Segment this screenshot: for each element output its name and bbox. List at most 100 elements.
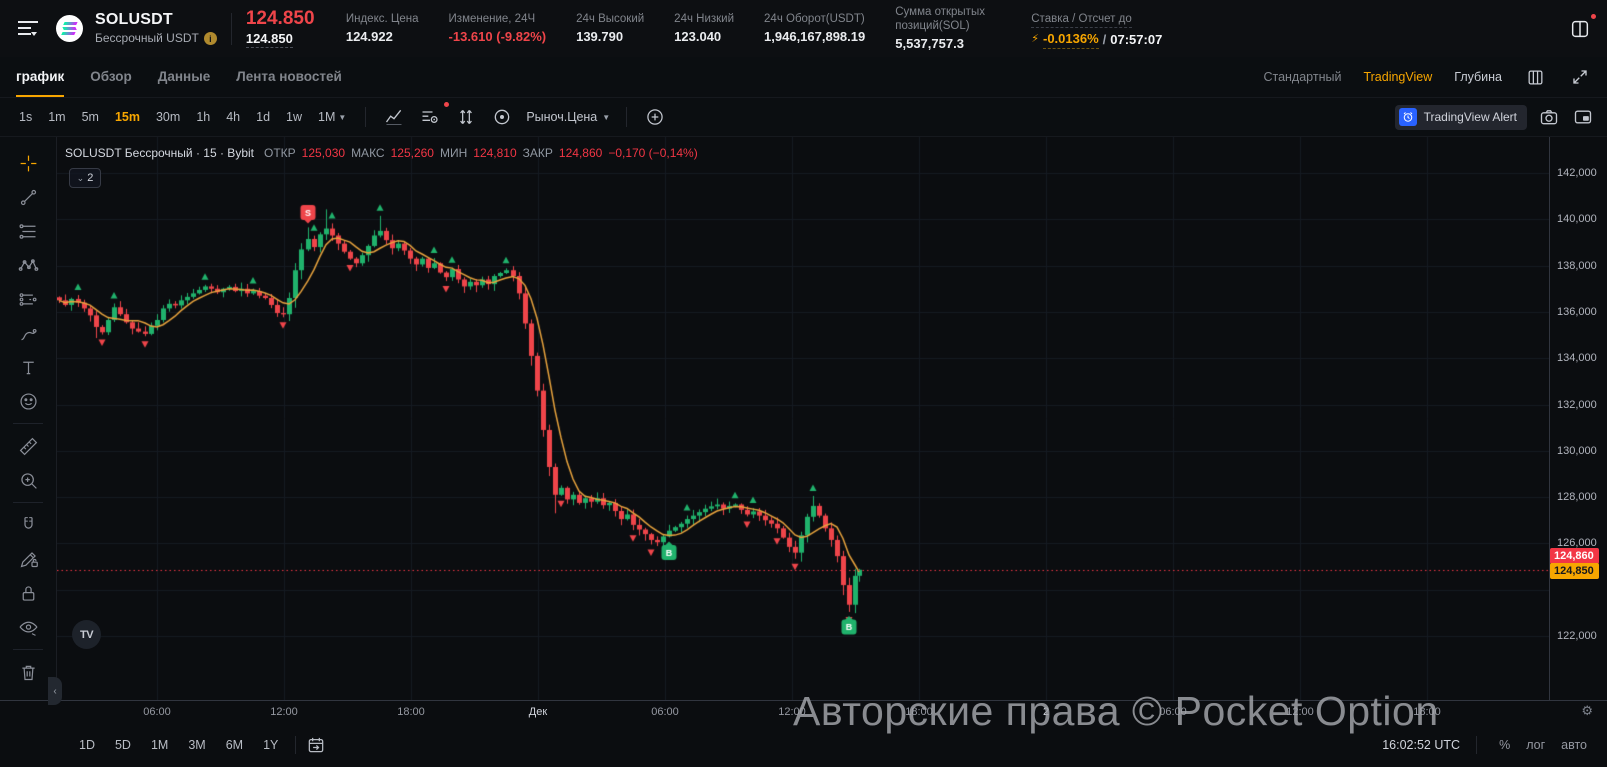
gear-icon[interactable]: ⚙: [1581, 703, 1593, 718]
toolbar-collapse-handle[interactable]: ‹: [48, 677, 62, 705]
camera-icon: [1540, 110, 1558, 125]
interval-4h[interactable]: 4h: [226, 110, 241, 124]
funding-label[interactable]: Ставка / Отсчет до: [1031, 12, 1132, 29]
goto-date-button[interactable]: [304, 733, 328, 757]
range-1M[interactable]: 1M: [150, 738, 169, 752]
time-tick: 18:00: [397, 706, 425, 718]
screenshot-button[interactable]: [1537, 105, 1561, 129]
position-tool-icon: [19, 292, 37, 306]
view-link-Стандартный[interactable]: Стандартный: [1263, 70, 1342, 84]
interval-1d[interactable]: 1d: [256, 110, 271, 124]
header-stats: Индекс. Цена 124.922 Изменение, 24Ч -13.610…: [346, 5, 1017, 53]
range-3M[interactable]: 3M: [188, 738, 206, 752]
fullscreen-button[interactable]: [1569, 66, 1591, 88]
price-axis[interactable]: 142,000 140,000 138,000 136,000 134,000 132,0…: [1549, 137, 1607, 700]
magnet-tool[interactable]: [11, 509, 45, 541]
stat-value: 1,946,167,898.19: [764, 29, 866, 45]
time-tick: Дек: [528, 706, 548, 718]
trash-icon: [21, 665, 35, 680]
tab-Обзор[interactable]: Обзор: [90, 68, 132, 84]
funding-rate[interactable]: -0.0136%: [1042, 31, 1099, 50]
interval-30m[interactable]: 30m: [155, 110, 181, 124]
chart-settings-button[interactable]: [486, 104, 518, 130]
zoom-in-tool[interactable]: [11, 464, 45, 496]
clock[interactable]: 16:02:52 UTC: [1382, 738, 1461, 752]
view-link-Глубина[interactable]: Глубина: [1454, 70, 1502, 84]
object-tree-collapse[interactable]: ⌄ 2: [69, 168, 101, 188]
ruler-tool[interactable]: [11, 430, 45, 462]
view-link-TradingView[interactable]: TradingView: [1363, 70, 1433, 84]
chart-plot[interactable]: SOLUSDT Бессрочный · 15 · Bybit ОТКР 125,…: [57, 137, 1549, 700]
tab-график[interactable]: график: [16, 57, 65, 97]
tab-Лента новостей[interactable]: Лента новостей: [236, 68, 342, 84]
tab-bar: график Обзор Данные Лента новостей Стандарт…: [0, 57, 1607, 98]
time-tick: 2: [1042, 706, 1050, 718]
expand-icon: [1573, 70, 1587, 84]
book-icon: [1571, 20, 1589, 37]
emoji-tool[interactable]: [11, 385, 45, 417]
price-tick: 142,000: [1557, 167, 1597, 179]
candlestick-chart[interactable]: [57, 137, 1549, 700]
interval-1M[interactable]: 1M ▼: [318, 110, 347, 124]
interval-1s[interactable]: 1s: [19, 110, 33, 124]
indicators-icon: [386, 109, 402, 125]
fib-lines-icon: [18, 223, 35, 239]
tab-Данные[interactable]: Данные: [157, 68, 211, 84]
scale-mode-авто[interactable]: авто: [1561, 738, 1587, 752]
interval-1h[interactable]: 1h: [196, 110, 211, 124]
crosshair-tool[interactable]: [11, 147, 45, 179]
layout-columns-button[interactable]: [1524, 66, 1547, 89]
time-axis[interactable]: ⚙ 06:00 12:00 18:00 Дек 06:00 12:00 18:00 2 06:0…: [0, 700, 1607, 723]
tradingview-alert-button[interactable]: TradingView Alert: [1394, 104, 1527, 130]
trend-line-tool[interactable]: [11, 181, 45, 213]
position-tool-tool[interactable]: [11, 283, 45, 315]
tradingview-logo[interactable]: TV: [72, 620, 101, 649]
time-tick: 18:00: [1413, 706, 1441, 718]
scale-mode-лог[interactable]: лог: [1526, 738, 1546, 752]
info-icon[interactable]: i: [203, 32, 217, 46]
chart-main: SOLUSDT Бессрочный · 15 · Bybit ОТКР 125,…: [0, 137, 1607, 767]
stat-value: 139.790: [576, 29, 624, 45]
chart-toolbar: 1s 1m 5m 15m 30m 1h 4h 1d 1w 1M ▼: [0, 98, 1607, 137]
range-1D[interactable]: 1D: [79, 738, 95, 752]
indicators-button[interactable]: [378, 104, 410, 130]
stat-label: 24ч Высокий: [576, 12, 645, 25]
range-1Y[interactable]: 1Y: [263, 738, 279, 752]
interval-1w[interactable]: 1w: [286, 110, 303, 124]
interval-15m[interactable]: 15m: [114, 110, 140, 124]
view-switcher: Стандартный TradingView Глубина: [1263, 66, 1591, 89]
price-source-dropdown[interactable]: Рыноч.Цена ▼: [526, 110, 611, 124]
price-tick: 138,000: [1557, 259, 1597, 272]
stat-value: 123.040: [674, 29, 722, 45]
lock-tool[interactable]: [11, 577, 45, 609]
price-tag: 124,850: [1550, 563, 1599, 579]
stat-label: Индекс. Цена: [345, 12, 419, 25]
pairs-menu-button[interactable]: [14, 16, 42, 42]
fib-lines-tool[interactable]: [11, 215, 45, 247]
price-tag: 124,860: [1550, 548, 1599, 564]
trash-tool[interactable]: [11, 656, 45, 688]
indicator-templates-button[interactable]: [414, 102, 450, 130]
draw-edit-tool[interactable]: [11, 543, 45, 575]
emoji-icon: [19, 392, 37, 410]
range-5D[interactable]: 5D: [114, 738, 131, 752]
top-bar: SOLUSDT Бессрочный USDT i 124.850 124.85…: [0, 0, 1607, 57]
text-tool-tool[interactable]: [11, 351, 45, 383]
funding-block: Ставка / Отсчет до ⚡ -0.0136% / 07:57:07: [1031, 8, 1162, 50]
compare-button[interactable]: [450, 104, 482, 130]
mark-price[interactable]: 124.850: [245, 31, 293, 49]
eye-tool[interactable]: [11, 611, 45, 643]
orderbook-panel-button[interactable]: [1567, 13, 1596, 42]
interval-1m[interactable]: 1m: [48, 110, 66, 124]
drawing-toolbar: [0, 137, 57, 700]
xabcd-pattern-tool[interactable]: [11, 249, 45, 281]
interval-5m[interactable]: 5m: [81, 110, 99, 124]
divider: [1476, 736, 1478, 754]
brush-tool[interactable]: [11, 317, 45, 349]
range-6M[interactable]: 6M: [225, 738, 244, 752]
popout-button[interactable]: [1571, 105, 1595, 129]
scale-mode-%[interactable]: %: [1499, 738, 1511, 752]
add-button[interactable]: [639, 104, 671, 130]
bottom-bar: 1D 5D 1M 3M 6M 1Y 16:02:52 UTC % лог авто: [0, 723, 1607, 767]
